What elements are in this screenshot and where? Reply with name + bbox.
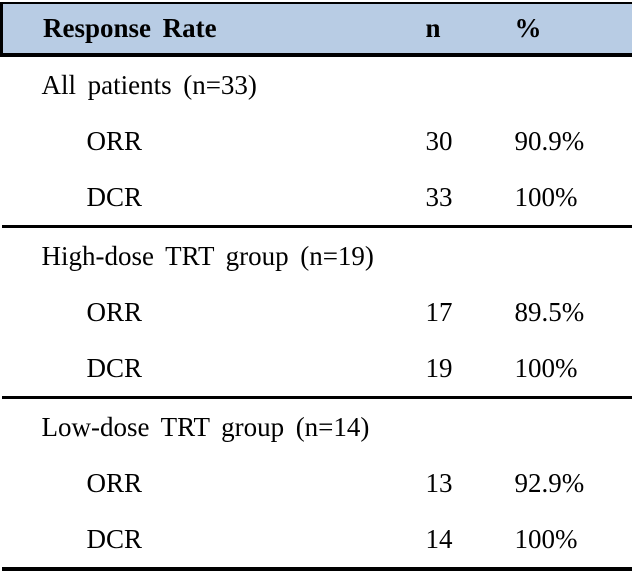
- metric-label: DCR: [1, 511, 426, 571]
- group-row-low-dose: Low-dose TRT group (n=14): [2, 398, 632, 456]
- group-label: High-dose TRT group (n=19): [41, 240, 374, 271]
- section-high-dose: High-dose TRT group (n=19) ORR 17 89.5% …: [1, 227, 632, 399]
- section-low-dose: Low-dose TRT group (n=14) ORR 13 92.9% D…: [1, 398, 632, 571]
- table-row: ORR 17 89.5%: [2, 284, 632, 340]
- header-row: Response Rate n %: [0, 2, 632, 57]
- metric-n: 14: [425, 511, 515, 571]
- group-row-high-dose: High-dose TRT group (n=19): [2, 227, 632, 285]
- table-row: DCR 19 100%: [1, 340, 632, 399]
- table-row: DCR 33 100%: [1, 169, 632, 228]
- group-label: Low-dose TRT group (n=14): [41, 411, 370, 442]
- metric-percent: 92.9%: [514, 467, 585, 498]
- metric-n: 17: [425, 296, 453, 327]
- metric-percent: 89.5%: [514, 296, 585, 327]
- metric-percent: 90.9%: [514, 125, 585, 156]
- section-all-patients: All patients (n=33) ORR 30 90.9% DCR 33 …: [1, 55, 632, 228]
- column-header-percent: %: [514, 2, 632, 57]
- metric-label: DCR: [1, 169, 426, 228]
- metric-n: 33: [425, 169, 515, 228]
- table-row: ORR 30 90.9%: [2, 113, 632, 169]
- metric-n: 13: [425, 467, 453, 498]
- column-header-n: n: [425, 2, 515, 57]
- table-row: DCR 14 100%: [1, 511, 632, 571]
- metric-percent: 100%: [514, 169, 632, 228]
- metric-percent: 100%: [514, 511, 632, 571]
- table-row: ORR 13 92.9%: [2, 455, 632, 511]
- metric-percent: 100%: [514, 340, 632, 399]
- metric-label: ORR: [86, 467, 143, 498]
- metric-n: 30: [425, 125, 453, 156]
- metric-n: 19: [425, 340, 515, 399]
- metric-label: ORR: [86, 296, 143, 327]
- column-header-response-rate: Response Rate: [0, 2, 426, 57]
- metric-label: DCR: [1, 340, 426, 399]
- group-row-all-patients: All patients (n=33): [2, 55, 632, 113]
- metric-label: ORR: [86, 125, 143, 156]
- group-label: All patients (n=33): [41, 69, 257, 100]
